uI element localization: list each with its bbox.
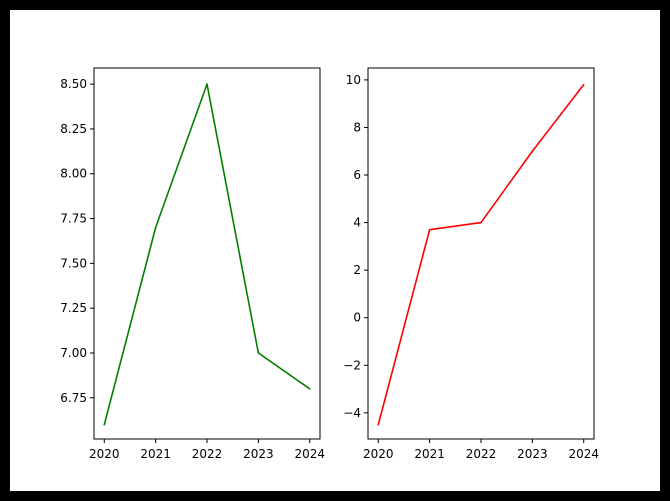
y-tick-label: 4	[353, 216, 361, 230]
y-tick-label: 6	[353, 168, 361, 182]
y-tick-label: 7.00	[60, 346, 87, 360]
y-tick-label: 7.75	[60, 212, 87, 226]
data-point	[154, 226, 157, 229]
y-tick-label: 8.50	[60, 77, 87, 91]
y-tick-label: 8.25	[60, 122, 87, 136]
subplot-2: 2020 2021 2022 2023 2024 −4 −2 0 2 4 6 8 10	[343, 67, 599, 461]
y-tick-label: 10	[346, 73, 361, 87]
y-tick-label: 8	[353, 120, 361, 134]
y-tick-label: 7.25	[60, 301, 87, 315]
data-point	[582, 83, 585, 86]
data-point	[428, 228, 431, 231]
x-tick-label: 2024	[568, 447, 599, 461]
y-tick-label: 8.00	[60, 167, 87, 181]
data-point	[206, 83, 208, 85]
x-tick-label: 2023	[243, 447, 274, 461]
x-tick-label: 2022	[192, 447, 223, 461]
data-point	[377, 423, 380, 426]
y-tick-label: 2	[353, 263, 361, 277]
data-point	[480, 221, 482, 224]
x-tick-label: 2021	[140, 447, 171, 461]
data-point	[103, 423, 106, 426]
y-tick-label: 6.75	[60, 391, 87, 405]
x-tick-label: 2024	[294, 447, 325, 461]
x-tick-label: 2023	[517, 447, 548, 461]
x-tick-label: 2020	[89, 447, 120, 461]
x-tick-label: 2020	[363, 447, 394, 461]
axes-frame	[367, 67, 595, 440]
figure-canvas: 2020 2021 2022 2023 2024 6.75 7.00 7.25 7.50 7.75…	[10, 10, 660, 491]
series-line	[377, 84, 585, 425]
y-tick-label: −4	[343, 406, 361, 420]
x-tick-label: 2021	[414, 447, 445, 461]
data-point	[257, 352, 260, 354]
line-charts: 2020 2021 2022 2023 2024 6.75 7.00 7.25 7.50 7.75…	[60, 67, 599, 461]
y-tick-label: −2	[343, 358, 361, 372]
data-point	[531, 150, 534, 153]
x-tick-label: 2022	[466, 447, 497, 461]
data-point	[308, 388, 311, 390]
series-line	[103, 83, 311, 425]
y-tick-label: 7.50	[60, 256, 87, 270]
subplot-1: 2020 2021 2022 2023 2024 6.75 7.00 7.25 7.50 7.75…	[60, 67, 325, 461]
axes-frame	[93, 67, 321, 440]
y-tick-label: 0	[353, 311, 361, 325]
